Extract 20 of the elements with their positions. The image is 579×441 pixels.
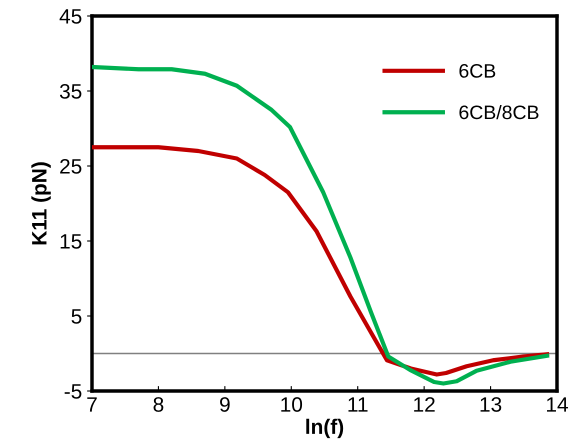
- x-tick-label: 7: [87, 397, 97, 412]
- x-tick-label: 13: [480, 397, 502, 412]
- x-tick-label: 8: [154, 397, 164, 412]
- x-axis-title: ln(f): [306, 418, 344, 438]
- line-series: [92, 145, 550, 377]
- x-tick-label: 10: [281, 397, 302, 412]
- y-tick-label: -5: [64, 384, 82, 399]
- y-tick-label: 5: [72, 309, 82, 324]
- x-tick-label: 9: [220, 397, 230, 412]
- legend-label: 6CB: [459, 64, 496, 78]
- y-tick-label: 15: [60, 234, 82, 249]
- y-tick-label: 25: [60, 159, 82, 174]
- x-tick-label: 14: [547, 397, 568, 412]
- x-tick-label: 12: [414, 397, 435, 412]
- legend-label: 6CB/8CB: [459, 104, 538, 120]
- y-tick-label: 35: [60, 84, 82, 99]
- line-series: [92, 64, 550, 386]
- y-axis-title: K11 (pN): [31, 162, 51, 244]
- x-tick-label: 11: [348, 397, 368, 412]
- y-tick-label: 45: [60, 9, 82, 24]
